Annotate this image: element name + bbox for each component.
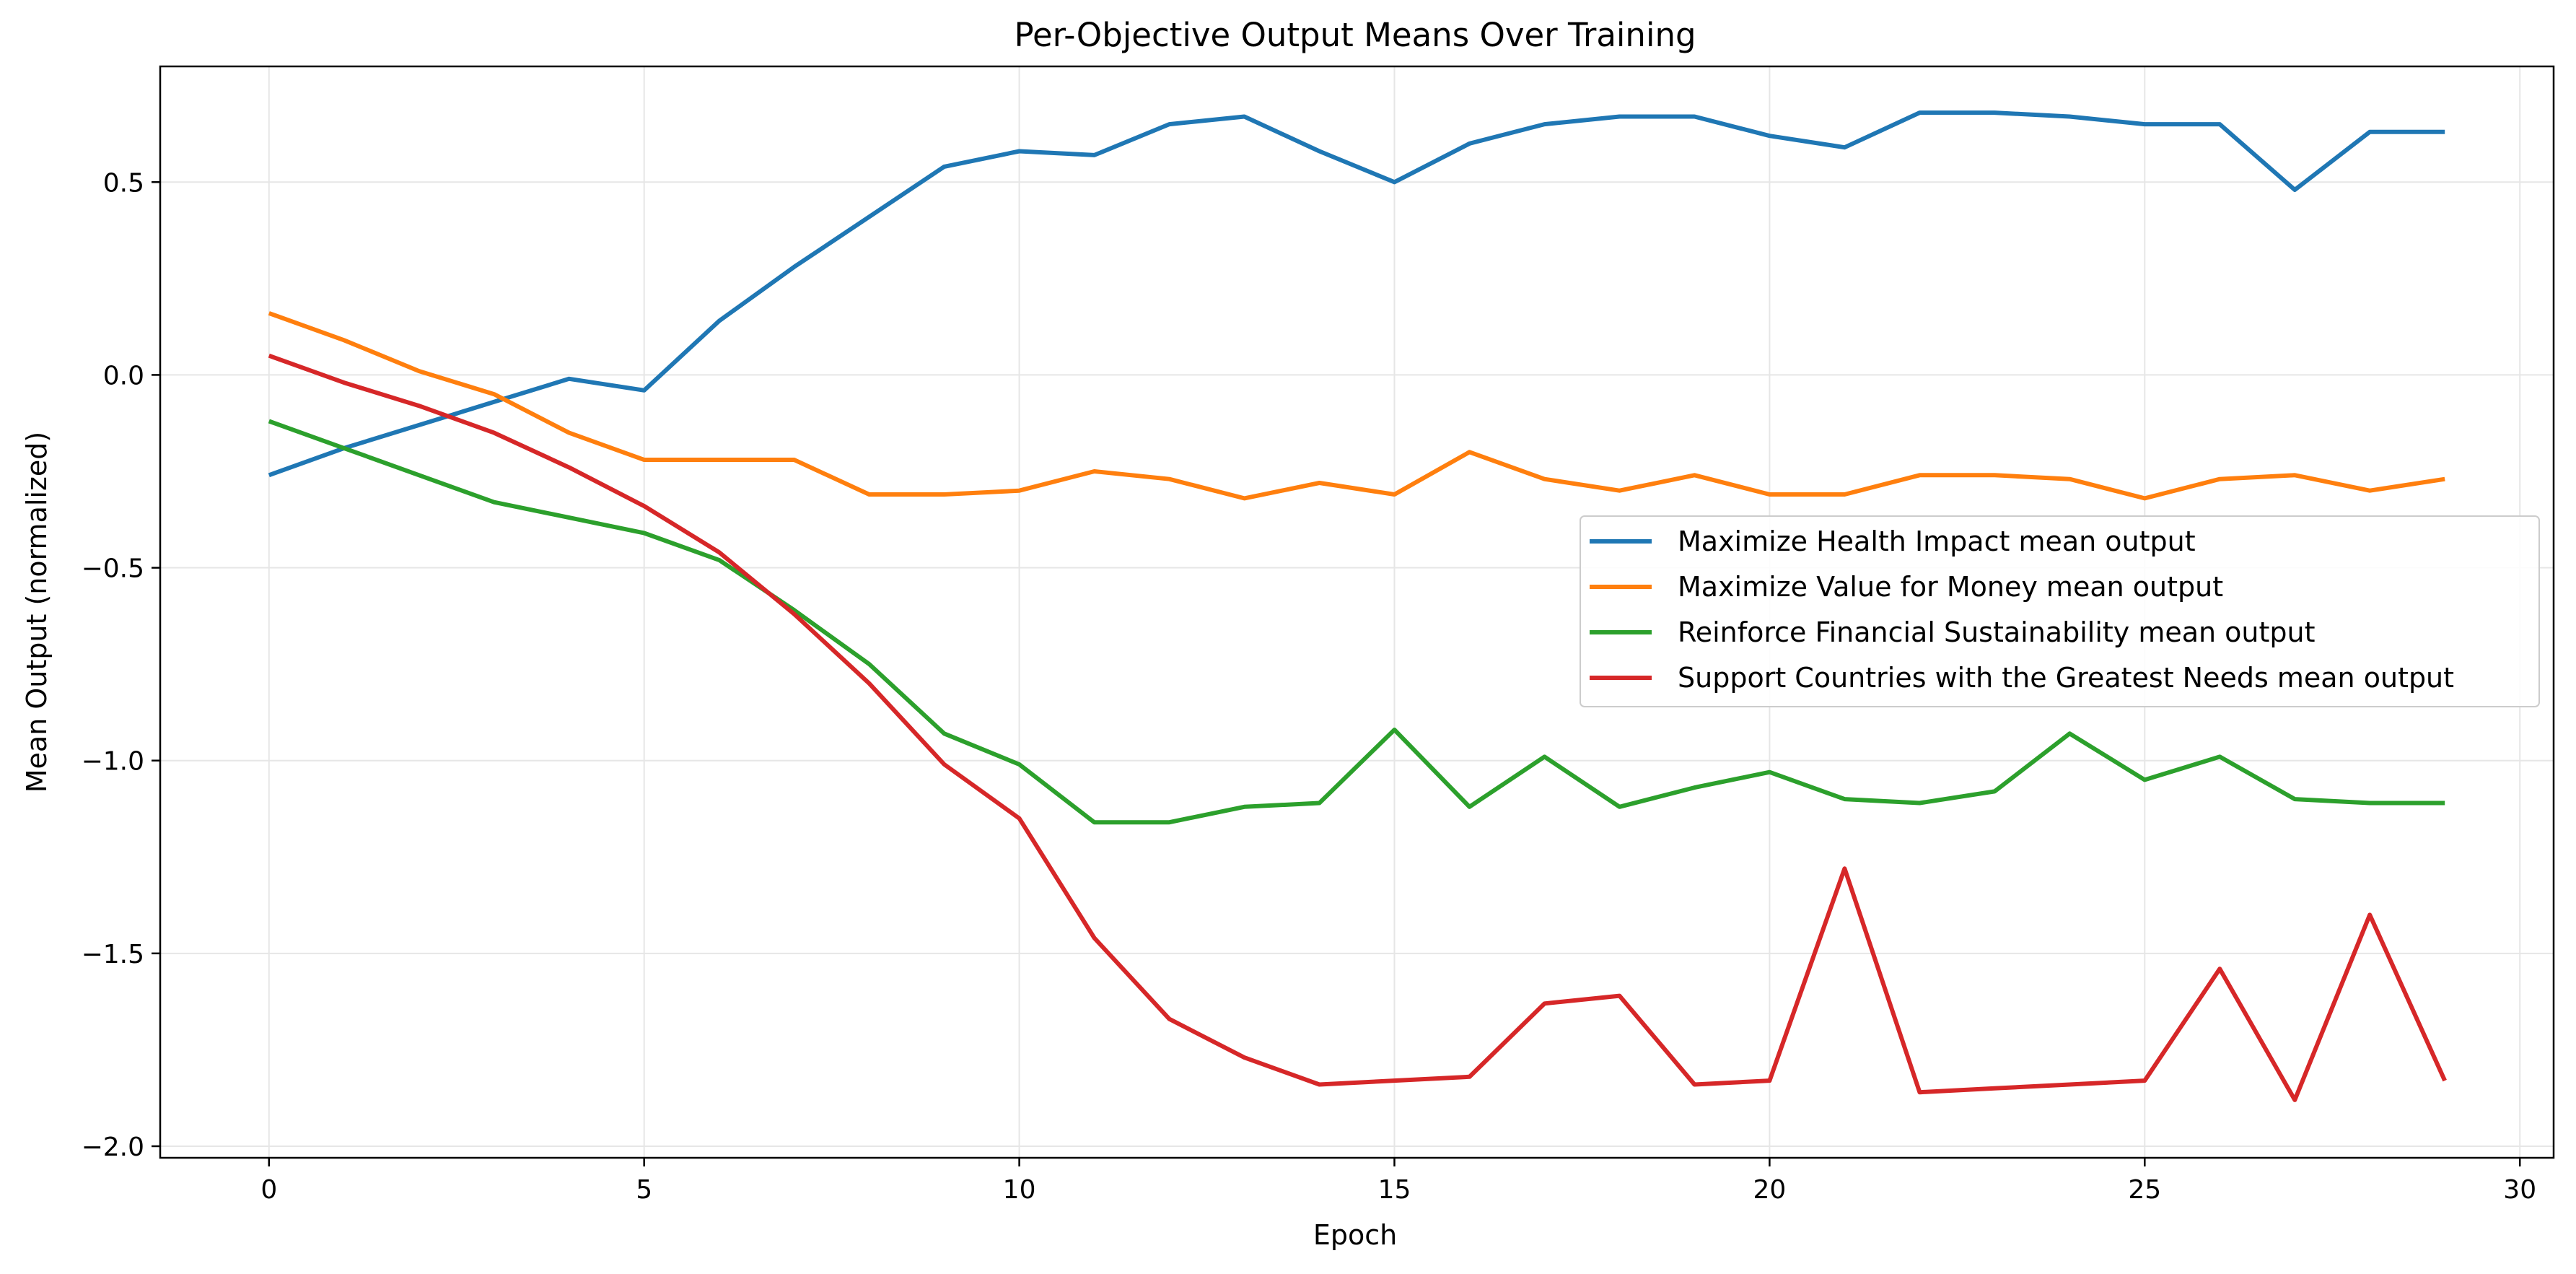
y-tick-label: −2.0 xyxy=(82,1133,144,1162)
x-tick-label: 20 xyxy=(1753,1175,1786,1205)
x-axis-label: Epoch xyxy=(1313,1219,1397,1251)
legend-label: Maximize Value for Money mean output xyxy=(1678,571,2223,603)
y-tick-label: 0.5 xyxy=(103,168,144,198)
series-line-1 xyxy=(268,110,2445,478)
series-line-4 xyxy=(268,353,2447,1102)
series-line-3 xyxy=(268,419,2445,825)
y-tick-label: −1.5 xyxy=(82,940,144,969)
y-tick-label: −1.0 xyxy=(82,747,144,777)
legend-label: Reinforce Financial Sustainability mean … xyxy=(1678,616,2316,648)
x-tick-label: 25 xyxy=(2128,1175,2161,1205)
x-tick-label: 5 xyxy=(636,1175,652,1205)
chart-title: Per-Objective Output Means Over Training xyxy=(1014,16,1696,54)
y-tick-label: 0.0 xyxy=(103,361,144,391)
x-tick-label: 10 xyxy=(1003,1175,1036,1205)
x-tick-label: 0 xyxy=(260,1175,277,1205)
legend-label: Support Countries with the Greatest Need… xyxy=(1678,662,2454,694)
x-tick-label: 30 xyxy=(2503,1175,2536,1205)
legend-label: Maximize Health Impact mean output xyxy=(1678,525,2196,557)
y-tick-label: −0.5 xyxy=(82,554,144,584)
y-axis-label: Mean Output (normalized) xyxy=(21,432,53,793)
series-lines xyxy=(268,110,2447,1102)
legend-box xyxy=(1580,515,2540,707)
legend: Maximize Health Impact mean output Maximi… xyxy=(1580,515,2540,707)
axis-ticks: 0 5 10 15 20 25 30 0.5 0.0 −0.5 −1.0 −1.5 −2.0 xyxy=(82,168,2537,1205)
series-line-2 xyxy=(268,311,2445,501)
x-tick-label: 15 xyxy=(1378,1175,1411,1205)
plot-frame xyxy=(159,65,2555,1159)
